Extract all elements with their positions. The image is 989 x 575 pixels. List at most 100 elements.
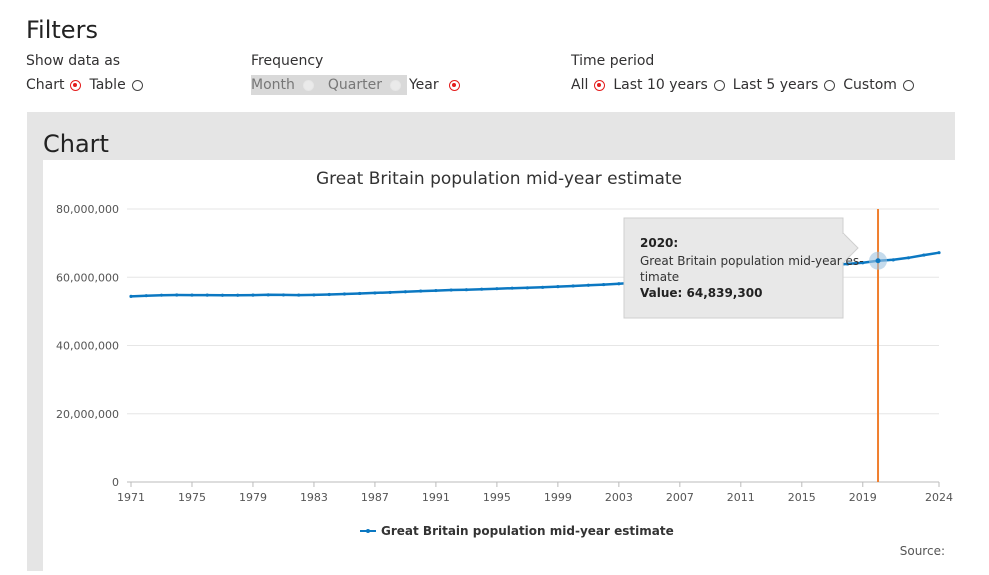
show-table-radio[interactable] bbox=[131, 79, 143, 91]
legend-label: Great Britain population mid-year estima… bbox=[381, 524, 674, 538]
x-tick-label: 1971 bbox=[117, 491, 145, 504]
series-point bbox=[266, 293, 270, 297]
y-tick-label: 80,000,000 bbox=[56, 203, 119, 216]
series-point bbox=[373, 291, 377, 295]
series-point bbox=[510, 286, 514, 290]
series-point bbox=[175, 293, 179, 297]
frequency-year-option[interactable]: Year bbox=[409, 77, 460, 93]
show-chart-option[interactable]: Chart bbox=[26, 77, 82, 93]
frequency-disabled-options: Month Quarter bbox=[251, 75, 407, 95]
time-custom-label: Custom bbox=[843, 77, 897, 93]
time-last5-option[interactable]: Last 5 years bbox=[733, 77, 836, 93]
frequency-year-radio[interactable] bbox=[448, 79, 460, 91]
show-data-as-group: Show data as Chart Table bbox=[26, 51, 151, 95]
crosshair-group bbox=[869, 209, 888, 482]
series-point bbox=[449, 288, 453, 292]
x-tick-label: 2003 bbox=[605, 491, 633, 504]
x-tick-label: 1979 bbox=[239, 491, 267, 504]
tooltip-value: Value: 64,839,300 bbox=[640, 286, 762, 300]
series-point bbox=[358, 291, 362, 296]
series-point bbox=[525, 286, 529, 290]
x-tick-label: 1983 bbox=[300, 491, 328, 504]
series-point bbox=[312, 293, 316, 297]
y-tick-label: 40,000,000 bbox=[56, 340, 119, 353]
series-point bbox=[236, 293, 240, 297]
series-point bbox=[129, 294, 133, 298]
series-point bbox=[586, 283, 590, 287]
x-tick-label: 1991 bbox=[422, 491, 450, 504]
series-point bbox=[861, 261, 865, 265]
y-axis-labels: 0 20,000,000 40,000,000 60,000,000 80,000,00… bbox=[56, 203, 119, 489]
time-last10-radio[interactable] bbox=[713, 79, 725, 91]
frequency-month-label: Month bbox=[251, 77, 295, 93]
time-last10-option[interactable]: Last 10 years bbox=[613, 77, 725, 93]
frequency-month-radio bbox=[302, 79, 314, 91]
series-point bbox=[281, 293, 286, 297]
time-custom-option[interactable]: Custom bbox=[843, 77, 914, 93]
time-custom-radio[interactable] bbox=[902, 79, 914, 91]
line-chart[interactable]: Great Britain population mid-year estima… bbox=[43, 160, 955, 571]
series-point bbox=[205, 293, 209, 297]
series-point bbox=[464, 288, 468, 292]
series-point bbox=[220, 293, 225, 297]
time-last5-label: Last 5 years bbox=[732, 77, 819, 93]
series-point bbox=[937, 251, 941, 255]
series-point bbox=[602, 282, 606, 287]
x-tick-label: 1987 bbox=[361, 491, 389, 504]
series-point bbox=[480, 287, 484, 291]
chart-title: Great Britain population mid-year estima… bbox=[316, 169, 682, 189]
show-chart-label: Chart bbox=[26, 77, 65, 93]
chart-legend[interactable]: Great Britain population mid-year estima… bbox=[360, 524, 674, 538]
series-point bbox=[617, 282, 621, 286]
frequency-label: Frequency bbox=[251, 53, 324, 69]
series-point bbox=[434, 288, 438, 293]
y-tick-label: 60,000,000 bbox=[56, 271, 119, 284]
series-point bbox=[845, 262, 850, 266]
x-tick-label: 1999 bbox=[544, 491, 572, 504]
frequency-month-option: Month bbox=[251, 77, 314, 93]
x-tick-label: 2007 bbox=[666, 491, 694, 504]
series-point bbox=[327, 292, 331, 297]
chart-panel: Chart Great Britain population mid-year … bbox=[27, 112, 955, 571]
show-table-label: Table bbox=[89, 77, 126, 93]
frequency-group: Frequency Month Quarter Year bbox=[251, 51, 468, 95]
series-point bbox=[891, 258, 895, 262]
frequency-quarter-option: Quarter bbox=[328, 77, 401, 93]
filters-title: Filters bbox=[26, 16, 98, 44]
chart-heading: Chart bbox=[43, 130, 109, 158]
y-tick-label: 0 bbox=[112, 476, 119, 489]
series-point bbox=[144, 294, 148, 298]
tooltip: 2020: Great Britain population mid-year … bbox=[623, 217, 867, 319]
tooltip-year: 2020: bbox=[640, 236, 678, 250]
time-all-radio[interactable] bbox=[594, 79, 606, 91]
series-point bbox=[922, 253, 926, 257]
frequency-year-label: Year bbox=[408, 77, 439, 93]
x-tick-label: 2015 bbox=[788, 491, 816, 504]
series-point bbox=[159, 293, 164, 297]
series-point bbox=[571, 284, 575, 288]
chart-area: Great Britain population mid-year estima… bbox=[43, 160, 955, 571]
tooltip-series-name: Great Britain population mid-year es- ti… bbox=[640, 254, 867, 284]
frequency-quarter-radio bbox=[389, 79, 401, 91]
time-all-option[interactable]: All bbox=[571, 77, 606, 93]
tooltip-box bbox=[623, 217, 844, 319]
show-table-option[interactable]: Table bbox=[89, 77, 143, 93]
series-point bbox=[556, 285, 560, 289]
time-period-group: Time period All Last 10 years Last 5 yea… bbox=[571, 51, 922, 95]
frequency-quarter-label: Quarter bbox=[327, 77, 382, 93]
time-last5-radio[interactable] bbox=[824, 79, 836, 91]
source-label: Source: bbox=[900, 544, 945, 558]
series-point bbox=[190, 293, 194, 297]
show-chart-radio[interactable] bbox=[70, 79, 82, 91]
time-period-label: Time period bbox=[571, 53, 655, 69]
x-tick-label: 2019 bbox=[849, 491, 877, 504]
series-point bbox=[541, 285, 545, 289]
series-point bbox=[251, 293, 255, 297]
series-point bbox=[388, 290, 392, 295]
series-point bbox=[906, 256, 911, 260]
x-tick-label: 1995 bbox=[483, 491, 511, 504]
legend-marker bbox=[366, 529, 370, 533]
time-last10-label: Last 10 years bbox=[613, 77, 708, 93]
x-tick-label: 2011 bbox=[727, 491, 755, 504]
x-tick-label: 1975 bbox=[178, 491, 206, 504]
